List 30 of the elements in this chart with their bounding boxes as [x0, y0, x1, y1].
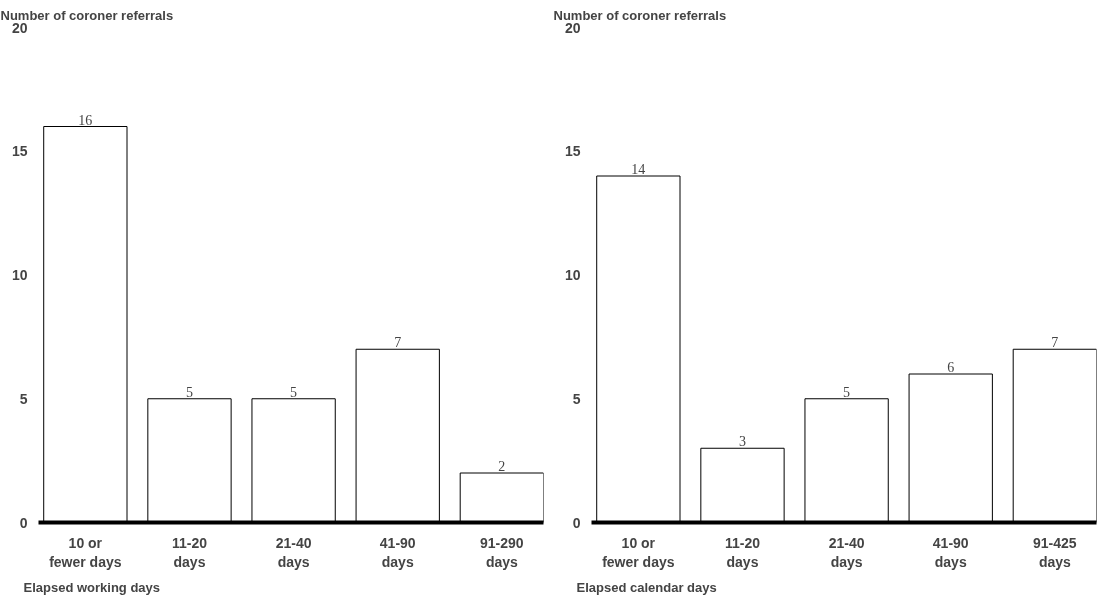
data-label: 16	[78, 112, 93, 128]
x-tick-label: 41-90 days	[379, 534, 416, 570]
x-tick-label: 91-425 days	[1033, 534, 1077, 570]
y-tick-label: 5	[19, 390, 28, 407]
x-tick-label: 21-40 days	[275, 534, 312, 570]
x-tick-label: 41-90 days	[932, 534, 969, 570]
y-tick-label: 10	[11, 267, 28, 283]
data-label: 14	[631, 162, 646, 177]
y-tick-label: 10	[564, 267, 581, 283]
x-axis-title: Elapsed working days	[23, 579, 161, 595]
y-tick-label: 15	[564, 143, 581, 160]
y-tick-label: 0	[19, 514, 28, 531]
x-tick-label: 10 or fewer days	[602, 534, 675, 570]
data-label: 2	[498, 459, 506, 474]
data-label: 3	[738, 434, 746, 450]
data-label: 6	[947, 360, 955, 375]
y-tick-label: 5	[572, 390, 581, 407]
x-tick-label: 91-290 days	[480, 534, 524, 570]
y-tick-label: 15	[11, 143, 28, 160]
data-label: 5	[185, 384, 193, 400]
x-tick-label: 21-40 days	[828, 534, 865, 570]
data-label: 7	[394, 335, 402, 351]
y-tick-label: 0	[572, 514, 581, 531]
data-label: 7	[1051, 335, 1059, 351]
x-tick-label: 10 or fewer days	[49, 534, 122, 570]
data-label: 5	[290, 384, 298, 400]
data-label: 5	[843, 384, 851, 400]
x-axis-title: Elapsed calendar days	[576, 579, 717, 595]
x-tick-label: 11-20 days	[724, 534, 761, 570]
x-tick-label: 11-20 days	[171, 534, 208, 570]
